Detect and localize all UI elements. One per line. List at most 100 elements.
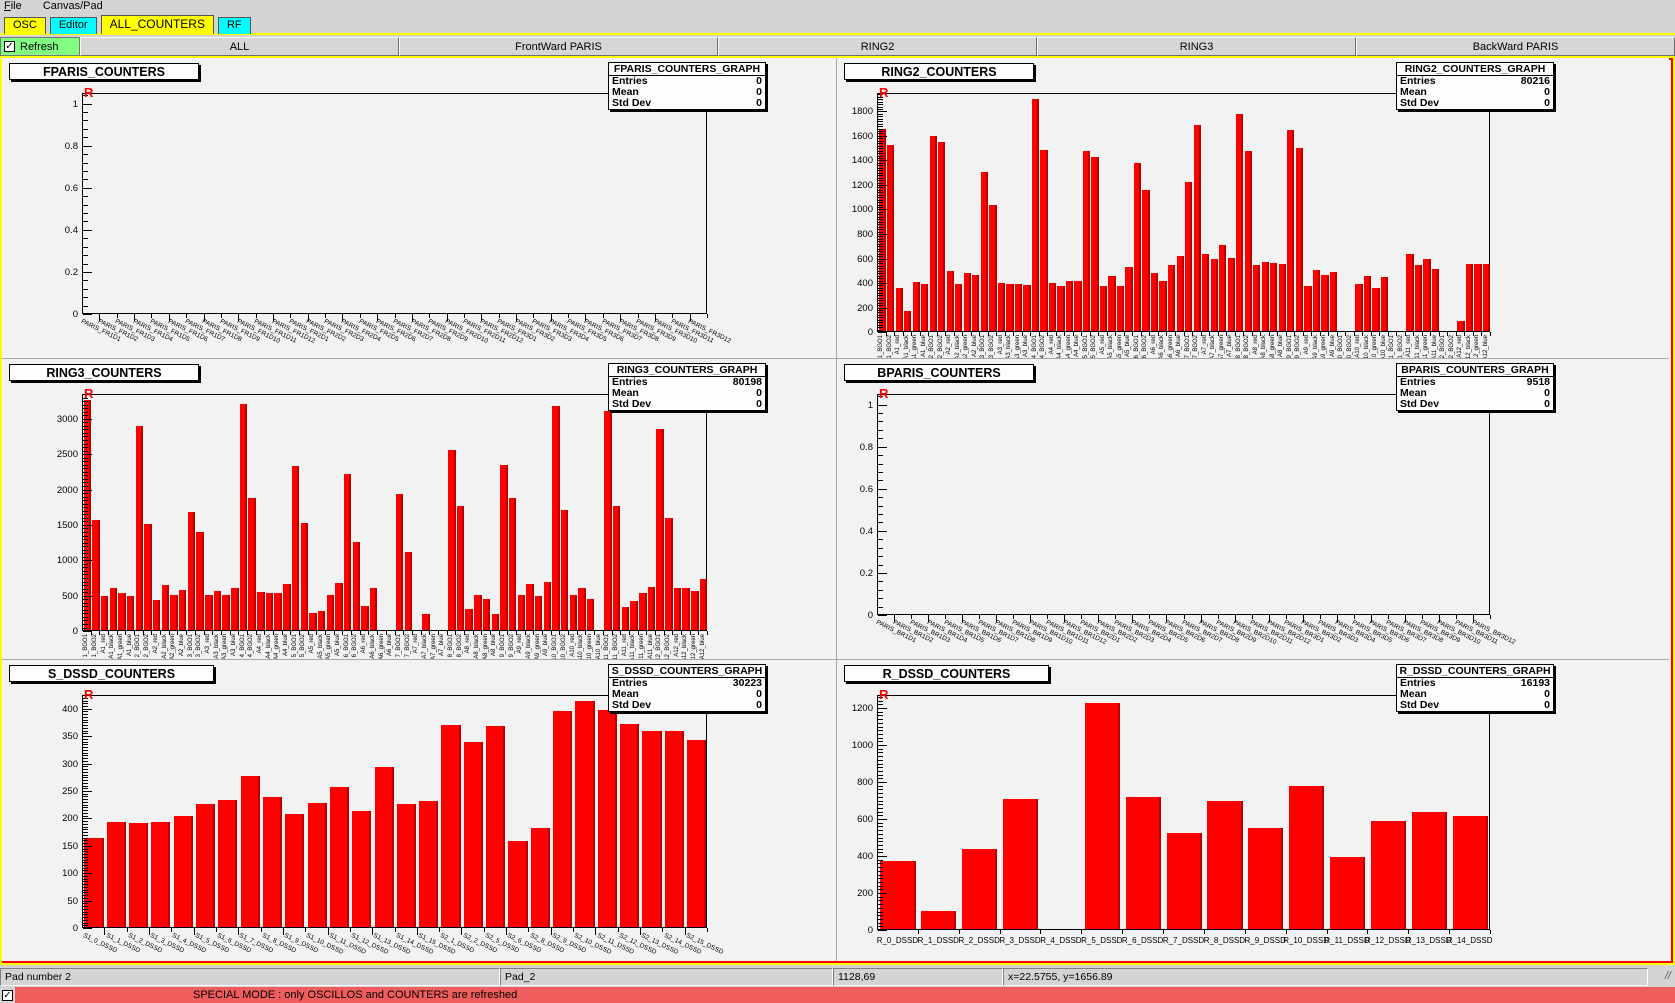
bar-S1_14_DSSD: [396, 804, 417, 927]
y-axis-minor-tick: [83, 500, 88, 502]
x-axis-label-A6_blue: A6_blue: [1176, 335, 1183, 358]
menu-canvas-pad[interactable]: Canvas/Pad: [42, 0, 103, 12]
bar-A5_red: [309, 613, 317, 630]
y-axis-minor-tick: [83, 862, 88, 864]
bar-3_BGO1: [980, 171, 988, 331]
x-axis-tick: [928, 332, 930, 336]
x-axis-tick: [1319, 615, 1321, 619]
y-axis-tick: [878, 233, 887, 235]
bar-2_BGO2: [144, 523, 152, 630]
y-axis-minor-tick: [878, 848, 883, 850]
x-axis-label-A11_black: A11_black: [630, 634, 637, 660]
pad-title-fparis[interactable]: FPARIS_COUNTERS: [9, 63, 199, 80]
x-axis-label-A9_green: A9_green: [534, 634, 541, 660]
x-axis-tick: [507, 631, 509, 635]
y-axis-minor-tick: [83, 854, 88, 855]
stats-box-bparis[interactable]: BPARIS_COUNTERS_GRAPH Entries 9518 Mean 0 Std…: [1396, 363, 1554, 411]
x-axis-tick: [1387, 332, 1389, 336]
refresh-toggle[interactable]: ✓ Refresh: [0, 37, 80, 56]
stats-label: Std Dev: [1400, 97, 1440, 109]
x-axis-label-2_BGO1: 2_BGO1: [929, 335, 936, 359]
x-axis-label-6_BGO1: 6_BGO1: [1133, 335, 1140, 359]
y-axis-minor-tick: [83, 914, 88, 916]
x-axis-tick: [1353, 332, 1355, 336]
y-axis-minor-tick: [878, 224, 883, 226]
stats-box-ring2[interactable]: RING2_COUNTERS_GRAPH Entries 80216 Mean 0 Std…: [1396, 62, 1554, 110]
refresh-checkbox[interactable]: ✓: [4, 41, 15, 52]
x-axis-label-A12_blue: A12_blue: [1482, 335, 1489, 359]
pad-title-bparis[interactable]: BPARIS_COUNTERS: [844, 364, 1034, 381]
bar-A11_green: [639, 592, 647, 630]
y-axis-minor-tick: [878, 556, 883, 558]
y-axis-minor-tick: [83, 925, 88, 927]
x-axis-tick: [1115, 615, 1117, 619]
tab-all_counters[interactable]: ALL_COUNTERS: [100, 15, 214, 34]
stats-value: 0: [756, 387, 762, 399]
x-axis-label-A5_red: A5_red: [1099, 335, 1106, 355]
bar-A12_green: [691, 591, 699, 630]
x-axis-tick: [1081, 332, 1083, 336]
pad-title-ring2[interactable]: RING2_COUNTERS: [844, 63, 1034, 80]
toolbar-button-backward-paris[interactable]: BackWard PARIS: [1356, 37, 1675, 56]
x-axis-tick: [617, 928, 619, 932]
y-axis-minor-tick: [878, 918, 883, 920]
y-axis-minor-tick: [878, 870, 883, 872]
x-axis-tick: [1285, 615, 1287, 619]
bar-R_13_DSSD: [1411, 811, 1447, 929]
toolbar-button-ring3[interactable]: RING3: [1037, 37, 1356, 56]
stats-box-s_dssd[interactable]: S_DSSD_COUNTERS_GRAPH Entries 30223 Mean 0 St…: [608, 664, 766, 712]
x-axis-tick: [919, 332, 921, 336]
menu-file[interactable]: File: [4, 0, 22, 12]
y-axis-minor-tick: [878, 128, 883, 130]
root-canvas[interactable]: FPARIS_COUNTERS FPARIS_COUNTERS_GRAPH Entr…: [0, 56, 1675, 965]
pad-title-r_dssd[interactable]: R_DSSD_COUNTERS: [844, 665, 1049, 682]
pad-title-s_dssd[interactable]: S_DSSD_COUNTERS: [9, 665, 214, 682]
pad-ring2[interactable]: RING2_COUNTERS RING2_COUNTERS_GRAPH Entrie…: [837, 58, 1669, 359]
x-axis-tick: [533, 314, 535, 318]
x-axis-tick: [99, 314, 101, 321]
status-bar: Pad number 2 Pad_2 1128,69 x=22.5755, y=…: [0, 967, 1675, 987]
x-axis-label-A9_blue: A9_blue: [543, 634, 550, 657]
x-axis-label-A7_black: A7_black: [1210, 335, 1217, 359]
y-axis-minor-tick: [83, 714, 88, 716]
stats-box-fparis[interactable]: FPARIS_COUNTERS_GRAPH Entries 0 Mean 0 Std De…: [608, 62, 766, 110]
pad-title-ring3[interactable]: RING3_COUNTERS: [9, 364, 199, 381]
resize-grip[interactable]: //: [1664, 970, 1671, 982]
pad-s_dssd[interactable]: S_DSSD_COUNTERS S_DSSD_COUNTERS_GRAPH Entr…: [2, 660, 837, 961]
x-axis-tick: [680, 631, 682, 635]
y-axis-minor-tick: [878, 759, 883, 761]
x-axis-label-A5_red: A5_red: [309, 634, 315, 654]
bar-S1_3_DSSD: [151, 821, 171, 927]
y-axis-minor-tick: [83, 738, 88, 740]
pad-ring3[interactable]: RING3_COUNTERS RING3_COUNTERS_GRAPH Entrie…: [2, 359, 837, 660]
x-axis-tick: [116, 631, 118, 635]
x-axis-tick: [220, 631, 222, 635]
tab-rf[interactable]: RF: [217, 17, 251, 34]
y-axis-label: 2500: [56, 449, 78, 461]
toolbar-button-frontward-paris[interactable]: FrontWard PARIS: [399, 37, 718, 56]
y-axis-minor-tick: [878, 204, 883, 206]
toolbar-button-all[interactable]: ALL: [80, 37, 399, 56]
special-mode-checkbox[interactable]: ✓: [2, 989, 13, 1001]
y-axis-tick: [83, 560, 92, 562]
stats-box-r_dssd[interactable]: R_DSSD_COUNTERS_GRAPH Entries 16193 Mean 0 St…: [1396, 664, 1554, 712]
x-axis-label-7_BGO2: 7_BGO2: [1193, 335, 1200, 359]
y-axis-minor-tick: [83, 774, 88, 776]
x-axis-tick: [628, 631, 630, 635]
stats-box-ring3[interactable]: RING3_COUNTERS_GRAPH Entries 80198 Mean 0 Std…: [608, 363, 766, 411]
x-axis-tick: [885, 332, 887, 336]
x-axis-label-R_5_DSSD: R_5_DSSD: [1081, 936, 1123, 945]
y-axis-minor-tick: [83, 592, 88, 594]
stats-label: Mean: [1400, 387, 1427, 399]
x-axis-tick: [1140, 332, 1142, 336]
toolbar-button-ring2[interactable]: RING2: [718, 37, 1037, 56]
y-axis-minor-tick: [83, 408, 88, 410]
x-axis-label-A9_black: A9_black: [1312, 335, 1319, 359]
tab-osc[interactable]: OSC: [4, 17, 46, 34]
tab-editor[interactable]: Editor: [49, 17, 97, 34]
pad-bparis[interactable]: BPARIS_COUNTERS BPARIS_COUNTERS_GRAPH Entr…: [837, 359, 1669, 660]
pad-fparis[interactable]: FPARIS_COUNTERS FPARIS_COUNTERS_GRAPH Entr…: [2, 58, 837, 359]
y-axis-minor-tick: [878, 101, 883, 103]
pad-r_dssd[interactable]: R_DSSD_COUNTERS R_DSSD_COUNTERS_GRAPH Entr…: [837, 660, 1669, 961]
y-axis-minor-tick: [878, 194, 883, 196]
